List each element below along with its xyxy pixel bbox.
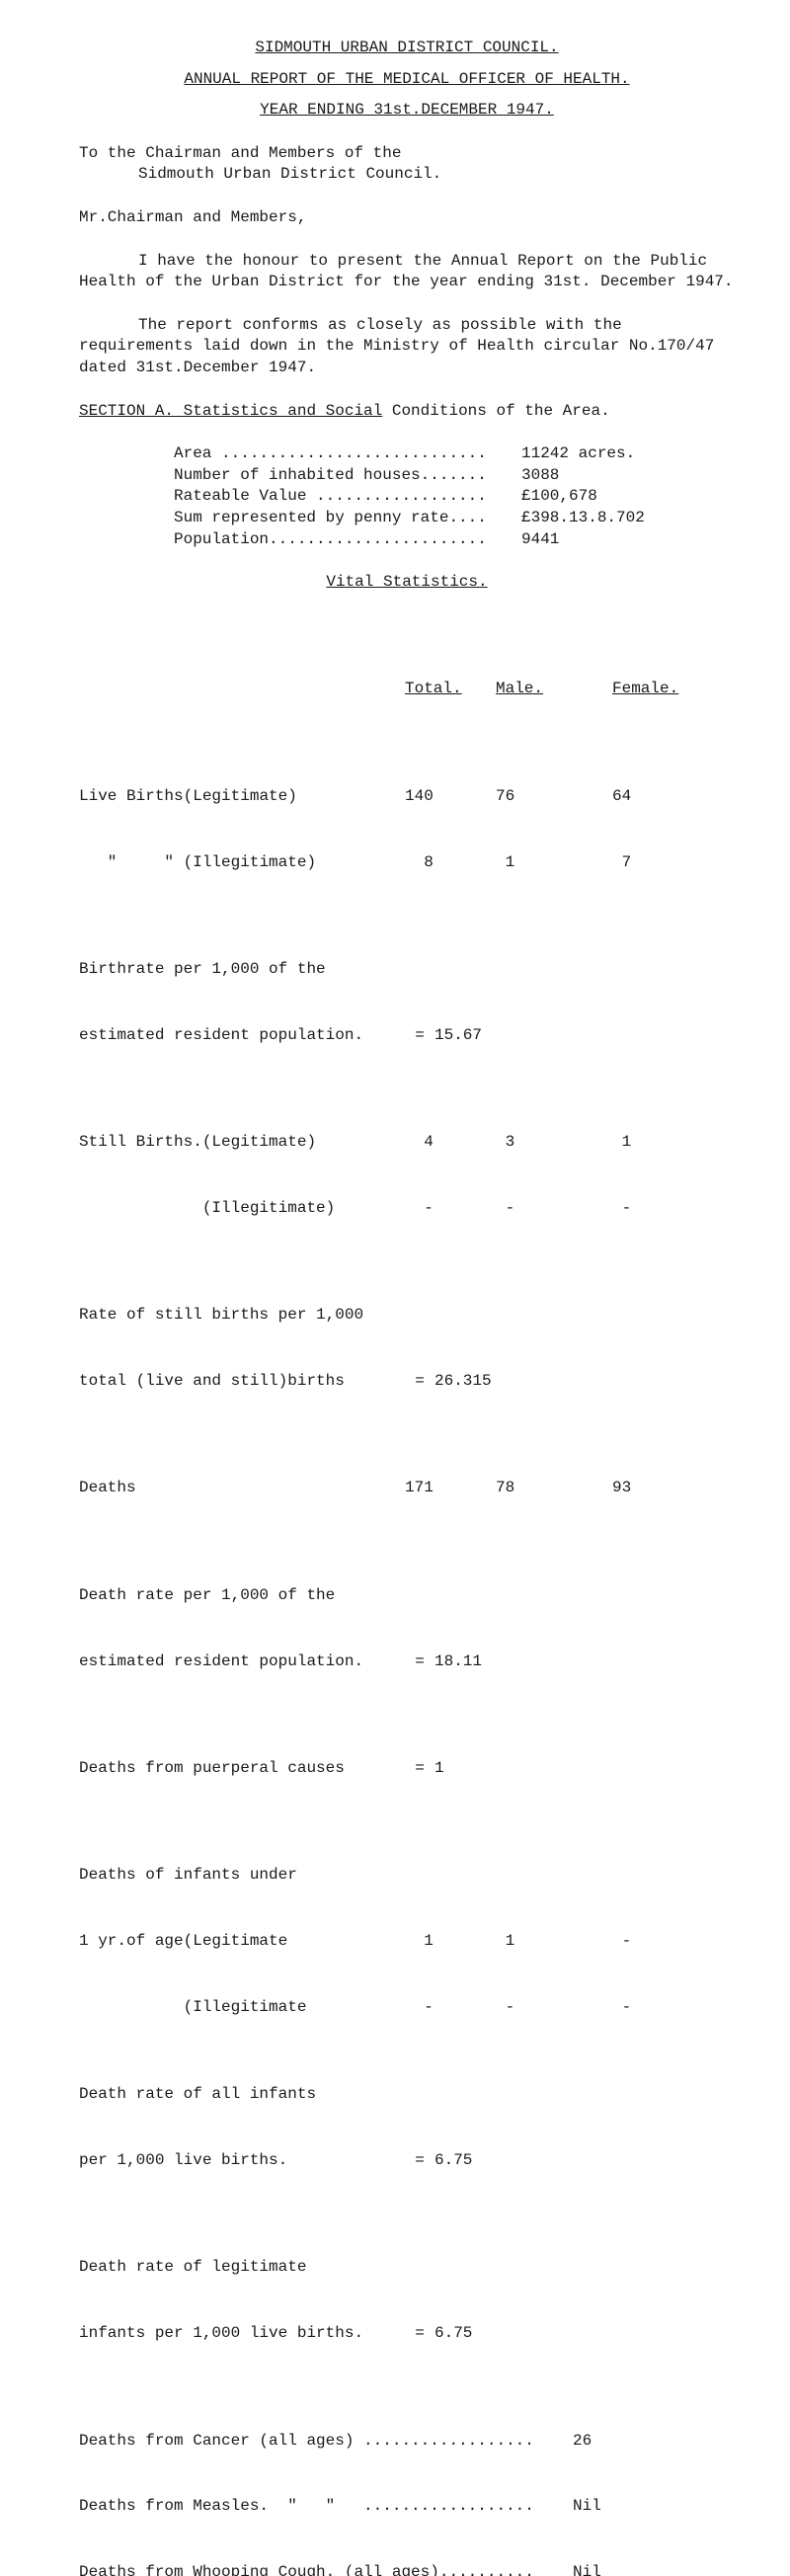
addressee-line-1: To the Chairman and Members of the	[79, 144, 401, 162]
table-row: Rate of still births per 1,000	[79, 1305, 735, 1327]
table-row: Deaths from puerperal causes = 1	[79, 1758, 735, 1780]
table-row: Live Births(Legitimate) 140 76 64	[79, 786, 735, 808]
column-headers: Total. Male. Female.	[79, 679, 735, 700]
paragraph-1: I have the honour to present the Annual …	[79, 251, 735, 293]
table-row: Deaths of infants under	[79, 1865, 735, 1887]
table-row: (Illegitimate - - -	[79, 1997, 735, 2019]
table-row: Still Births.(Legitimate) 4 3 1	[79, 1132, 735, 1154]
area-row: Rateable Value ..................£100,67…	[174, 486, 735, 508]
area-row: Sum represented by penny rate....£398.13…	[174, 508, 735, 529]
table-row: Death rate of legitimate	[79, 2257, 735, 2279]
addressee: To the Chairman and Members of the Sidmo…	[79, 143, 735, 186]
table-row: Death rate per 1,000 of the	[79, 1585, 735, 1607]
table-row: " " (Illegitimate) 8 1 7	[79, 852, 735, 874]
table-row: infants per 1,000 live births. = 6.75	[79, 2323, 735, 2345]
table-row: Birthrate per 1,000 of the	[79, 959, 735, 981]
table-row: Deaths from Measles. " " ...............…	[79, 2496, 735, 2518]
title-line-2: ANNUAL REPORT OF THE MEDICAL OFFICER OF …	[79, 69, 735, 91]
paragraph-2: The report conforms as closely as possib…	[79, 315, 735, 379]
table-row: Deaths from Whooping Cough. (all ages)..…	[79, 2562, 735, 2576]
table-row: Deaths from Cancer (all ages) ..........…	[79, 2431, 735, 2453]
table-row: Deaths 171 78 93	[79, 1478, 735, 1499]
area-facts: Area ............................11242 a…	[174, 443, 735, 550]
table-row: estimated resident population. = 18.11	[79, 1651, 735, 1673]
table-row: 1 yr.of age(Legitimate 1 1 -	[79, 1931, 735, 1953]
table-row: estimated resident population. = 15.67	[79, 1025, 735, 1047]
title-line-1: SIDMOUTH URBAN DISTRICT COUNCIL.	[79, 38, 735, 59]
table-row: total (live and still)births = 26.315	[79, 1371, 735, 1393]
table-row: per 1,000 live births. = 6.75	[79, 2150, 735, 2172]
table-row: (Illegitimate) - - -	[79, 1198, 735, 1220]
section-a-heading: SECTION A. Statistics and Social Conditi…	[79, 401, 735, 423]
vital-statistics-table: Total. Male. Female. Live Births(Legitim…	[79, 615, 735, 2576]
page-container: SIDMOUTH URBAN DISTRICT COUNCIL. ANNUAL …	[0, 0, 790, 2576]
vital-statistics-heading: Vital Statistics.	[79, 572, 735, 594]
addressee-line-2: Sidmouth Urban District Council.	[79, 165, 441, 183]
salutation: Mr.Chairman and Members,	[79, 207, 735, 229]
title-line-3: YEAR ENDING 31st.DECEMBER 1947.	[79, 100, 735, 121]
area-row: Number of inhabited houses.......3088	[174, 465, 735, 487]
area-row: Area ............................11242 a…	[174, 443, 735, 465]
table-row: Death rate of all infants	[79, 2084, 735, 2106]
area-row: Population.......................9441	[174, 529, 735, 551]
